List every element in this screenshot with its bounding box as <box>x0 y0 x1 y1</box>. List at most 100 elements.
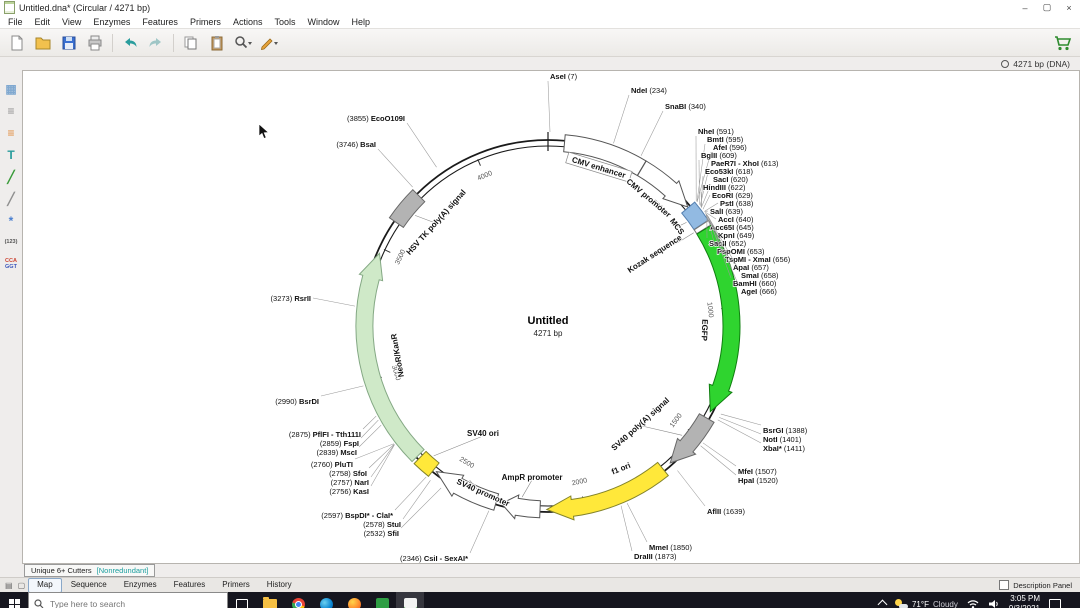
taskbar-app-firefox[interactable] <box>340 592 368 608</box>
new-document-button[interactable] <box>5 31 29 54</box>
feature-ampr-promoter[interactable] <box>500 494 541 520</box>
enzyme-fspi[interactable]: (2859) FspI <box>319 438 360 448</box>
enzyme-ndei[interactable]: NdeI (234) <box>630 85 668 95</box>
paste-button[interactable] <box>205 31 229 54</box>
tab-features[interactable]: Features <box>173 579 206 589</box>
find-enzymes-button[interactable] <box>231 31 255 54</box>
enzyme-saci[interactable]: SacI (620) <box>712 174 749 184</box>
enzyme-star-tool-icon[interactable]: * <box>8 213 14 228</box>
menu-window[interactable]: Window <box>307 16 340 27</box>
enzyme-bsrdi[interactable]: (2990) BsrDI <box>275 396 320 406</box>
numbering-tool-icon[interactable]: (123) <box>4 238 18 245</box>
annotate-pencil-tool-icon[interactable]: ╱ <box>7 191 15 206</box>
enzyme-aflii[interactable]: AflII (1639) <box>706 506 746 516</box>
enzyme-nari[interactable]: (2757) NarI <box>330 477 370 487</box>
enzyme-smai[interactable]: SmaI (658) <box>740 270 779 280</box>
enzyme-hpai[interactable]: HpaI (1520) <box>737 475 779 485</box>
enzyme-eco53ki[interactable]: Eco53kI (618) <box>704 166 754 176</box>
edit-tools-button[interactable] <box>257 31 281 54</box>
enzyme-nhei[interactable]: NheI (591) <box>697 126 735 136</box>
edit-pencil-tool-icon[interactable]: ╱ <box>7 169 15 184</box>
enzyme-draiii[interactable]: DraIII (1873) <box>633 551 677 561</box>
enzyme-xbai[interactable]: XbaI* (1411) <box>762 443 806 453</box>
enzyme-stui[interactable]: (2578) StuI <box>362 519 401 529</box>
redo-button[interactable] <box>144 31 168 54</box>
linear-map-toggle-icon[interactable]: ▢ <box>17 580 26 590</box>
menu-primers[interactable]: Primers <box>189 16 221 27</box>
enzyme-paer7i-xhoi[interactable]: PaeR7I - XhoI (613) <box>710 158 779 168</box>
weather-widget[interactable]: 71°F Cloudy <box>894 599 958 608</box>
undo-button[interactable] <box>118 31 142 54</box>
menu-help[interactable]: Help <box>351 16 370 27</box>
copy-button[interactable] <box>179 31 203 54</box>
save-button[interactable] <box>57 31 81 54</box>
enzyme-tspmi-xmai[interactable]: TspMI - XmaI (656) <box>724 254 791 264</box>
primer-tool-icon[interactable]: T <box>7 147 15 162</box>
tab-history[interactable]: History <box>266 579 292 589</box>
feature-neor-kanr[interactable] <box>355 252 425 463</box>
enzyme-snabi[interactable]: SnaBI (340) <box>664 101 707 111</box>
taskbar-clock[interactable]: 3:05 PM 9/3/2021 <box>1009 594 1040 608</box>
codon-tool-icon[interactable]: CCA GGT <box>5 258 17 270</box>
enzyme-pluti[interactable]: (2760) PluTI <box>310 459 354 469</box>
task-view-button[interactable] <box>228 592 256 608</box>
order-primers-cart-button[interactable] <box>1051 31 1075 54</box>
taskbar-app-green-app[interactable] <box>368 592 396 608</box>
feature-f1-ori[interactable] <box>545 461 670 521</box>
taskbar-app-edge[interactable] <box>312 592 340 608</box>
feature-hsv-tk-poly-a-signal[interactable] <box>388 188 426 229</box>
enzyme-kpni[interactable]: KpnI (649) <box>717 230 755 240</box>
circular-map-toggle-icon[interactable]: ▤ <box>5 580 13 590</box>
enzyme-apai[interactable]: ApaI (657) <box>732 262 770 272</box>
taskbar-app-chrome[interactable] <box>284 592 312 608</box>
enzyme-pspomi[interactable]: PspOMI (653) <box>716 246 765 256</box>
enzyme-bmti[interactable]: BmtI (595) <box>706 134 744 144</box>
volume-icon[interactable] <box>988 599 1000 608</box>
enzyme-rows-tool-icon[interactable]: ≡ <box>7 103 15 118</box>
menu-file[interactable]: File <box>8 16 23 27</box>
map-canvas[interactable]: 500 1000 1500 2000 2500 3000 3500 4000 CMV enhan… <box>22 70 1080 564</box>
feature-sv40-ori[interactable] <box>413 450 440 478</box>
start-button[interactable] <box>0 592 28 608</box>
open-button[interactable] <box>31 31 55 54</box>
tab-sequence[interactable]: Sequence <box>70 579 107 589</box>
menu-view[interactable]: View <box>62 16 82 27</box>
enzyme-bglii[interactable]: BglII (609) <box>700 150 738 160</box>
feature-egfp[interactable] <box>696 224 741 413</box>
search-input[interactable] <box>48 598 222 608</box>
menu-tools[interactable]: Tools <box>274 16 296 27</box>
enzyme-acc65i[interactable]: Acc65I (645) <box>709 222 755 232</box>
feature-sv40-promoter[interactable] <box>435 470 500 511</box>
menu-features[interactable]: Features <box>142 16 178 27</box>
network-icon[interactable] <box>967 599 979 608</box>
tab-primers[interactable]: Primers <box>222 579 250 589</box>
print-button[interactable] <box>83 31 107 54</box>
maximize-button[interactable]: ▢ <box>1042 2 1052 12</box>
tab-map[interactable]: Map <box>28 577 62 593</box>
close-button[interactable]: × <box>1066 2 1072 13</box>
enzyme-bamhi[interactable]: BamHI (660) <box>732 278 777 288</box>
enzyme-afei[interactable]: AfeI (596) <box>712 142 748 152</box>
tab-enzymes[interactable]: Enzymes <box>123 579 157 589</box>
enzyme-bspdi-clai[interactable]: (2597) BspDI* - ClaI* <box>321 510 394 520</box>
enzyme-hindiii[interactable]: HindIII (622) <box>702 182 746 192</box>
taskbar-app-snapgene[interactable] <box>396 592 424 608</box>
enzyme-kasi[interactable]: (2756) KasI <box>329 486 370 496</box>
enzyme-psti[interactable]: PstI (638) <box>719 198 754 208</box>
enzyme-ecoo109i[interactable]: (3855) EcoO109I <box>346 113 405 123</box>
minimize-button[interactable]: – <box>1022 2 1028 13</box>
enzyme-mmei[interactable]: MmeI (1850) <box>648 542 693 552</box>
enzyme-bsai[interactable]: (3746) BsaI <box>336 139 377 149</box>
enzyme-asei[interactable]: AseI (7) <box>549 71 578 81</box>
enzyme-acci[interactable]: AccI (640) <box>717 214 754 224</box>
tray-expand-chevron[interactable] <box>877 599 888 608</box>
enzyme-agei[interactable]: AgeI (666) <box>740 286 778 296</box>
description-panel-checkbox[interactable] <box>999 580 1010 590</box>
menu-actions[interactable]: Actions <box>232 16 263 27</box>
enzyme-sacii[interactable]: SacII (652) <box>708 238 747 248</box>
enzyme-sali[interactable]: SalI (639) <box>709 206 744 216</box>
menu-enzymes[interactable]: Enzymes <box>93 16 131 27</box>
enzyme-ecori[interactable]: EcoRI (629) <box>711 190 754 200</box>
map-options-tool-icon[interactable]: ▦ <box>5 81 17 96</box>
feature-rows-tool-icon[interactable]: ≡ <box>7 125 15 140</box>
